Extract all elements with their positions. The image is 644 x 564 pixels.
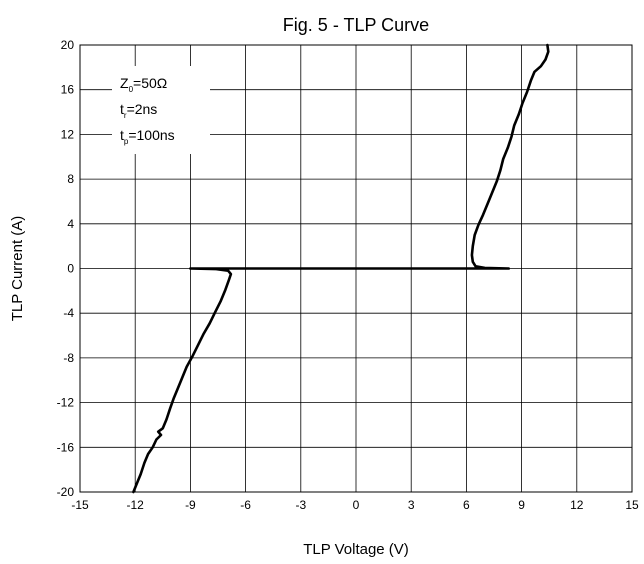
y-tick-label: -4: [63, 306, 74, 320]
y-tick-label: 4: [67, 217, 74, 231]
x-tick-label: 12: [570, 498, 584, 512]
y-tick-label: 0: [67, 262, 74, 276]
y-tick-label: -8: [63, 351, 74, 365]
y-tick-label: -12: [57, 396, 75, 410]
test-conditions-annotation: Z0=50Ω tr=2ns tp=100ns: [112, 66, 210, 154]
annotation-line: tr=2ns: [120, 101, 157, 120]
x-tick-label: 0: [353, 498, 360, 512]
y-tick-label: 12: [61, 127, 75, 141]
y-tick-label: 8: [67, 172, 74, 186]
x-tick-label: -6: [240, 498, 251, 512]
plot-frame: [79, 44, 633, 493]
x-tick-label: 3: [408, 498, 415, 512]
x-tick-label: -9: [185, 498, 196, 512]
series-layer: [132, 43, 550, 494]
y-tick-label: 20: [61, 38, 75, 52]
annotation-line: Z0=50Ω: [120, 75, 167, 94]
annotation-line: tp=100ns: [120, 127, 175, 146]
x-tick-label: 6: [463, 498, 470, 512]
y-tick-label: 16: [61, 83, 75, 97]
x-axis-label: TLP Voltage (V): [303, 541, 409, 558]
y-tick-label: -16: [57, 440, 75, 454]
x-tick-label: -15: [71, 498, 89, 512]
x-tick-label: 15: [625, 498, 639, 512]
y-tick-label: -20: [57, 485, 75, 499]
x-tick-label: -12: [127, 498, 145, 512]
x-tick-label: -3: [295, 498, 306, 512]
annotation-background: [112, 66, 210, 154]
x-axis-ticks: -15 -12 -9 -6 -3 0 3 6 9 12 15: [71, 498, 639, 512]
chart-title: Fig. 5 - TLP Curve: [283, 15, 429, 35]
tlp-curve-line: [132, 43, 550, 494]
x-tick-label: 9: [518, 498, 525, 512]
y-axis-ticks: -20 -16 -12 -8 -4 0 4 8 12 16 20: [57, 38, 75, 499]
y-axis-label: TLP Current (A): [9, 216, 26, 322]
